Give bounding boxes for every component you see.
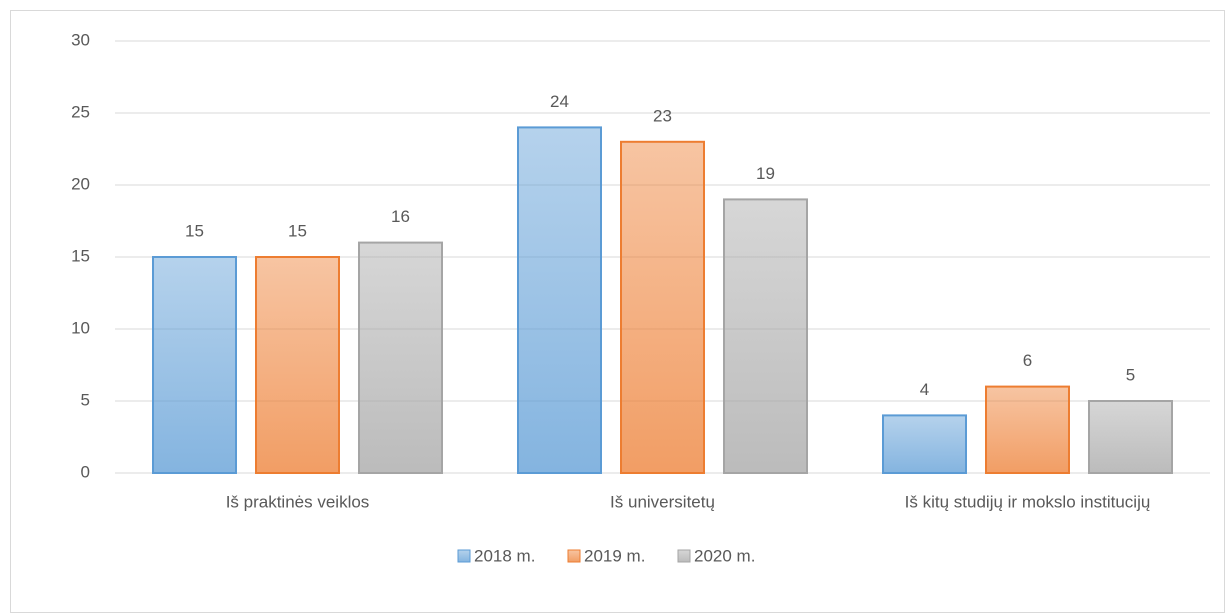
- legend-swatch: [457, 549, 471, 563]
- legend-label: 2018 m.: [474, 546, 535, 565]
- value-label: 23: [653, 106, 672, 125]
- legend-label: 2020 m.: [694, 546, 755, 565]
- y-tick-label: 5: [81, 390, 90, 409]
- legend-swatch: [677, 549, 691, 563]
- bar: [985, 385, 1070, 475]
- legend-swatch: [567, 549, 581, 563]
- y-tick-label: 15: [71, 246, 90, 265]
- bar: [152, 256, 237, 474]
- value-label: 15: [288, 221, 307, 240]
- value-label: 4: [920, 380, 929, 399]
- bar: [1088, 400, 1173, 474]
- value-label: 19: [756, 164, 775, 183]
- x-tick-label: Iš kitų studijų ir mokslo institucijų: [905, 492, 1151, 511]
- y-tick-label: 25: [71, 102, 90, 121]
- x-tick-label: Iš universitetų: [610, 492, 715, 511]
- y-tick-label: 10: [71, 318, 90, 337]
- bar: [723, 198, 808, 474]
- y-tick-label: 20: [71, 174, 90, 193]
- y-tick-label: 30: [71, 30, 90, 49]
- value-label: 5: [1126, 365, 1135, 384]
- bar: [620, 140, 705, 475]
- bar: [517, 126, 602, 475]
- bar: [882, 414, 967, 474]
- value-label: 16: [391, 207, 410, 226]
- value-label: 24: [550, 92, 569, 111]
- bar: [255, 256, 340, 474]
- x-tick-label: Iš praktinės veiklos: [226, 492, 370, 511]
- y-tick-label: 0: [81, 462, 90, 481]
- value-label: 15: [185, 221, 204, 240]
- legend-label: 2019 m.: [584, 546, 645, 565]
- value-label: 6: [1023, 351, 1032, 370]
- bar: [358, 241, 443, 474]
